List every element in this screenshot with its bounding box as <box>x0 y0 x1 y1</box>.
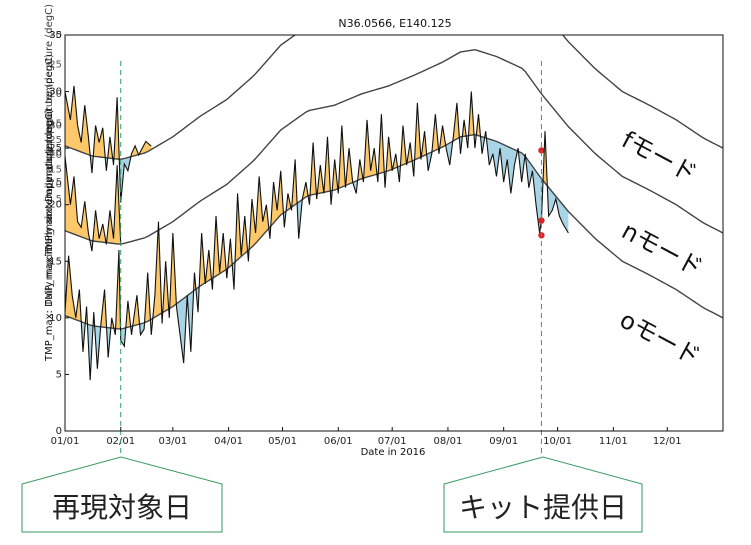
x-tick-label-7: 08/01 <box>434 436 463 447</box>
y-tick-label-7: 35 <box>49 30 62 41</box>
chart-title: N36.0566, E140.125 <box>338 17 451 30</box>
series-0-marker <box>538 147 545 154</box>
series-0-climatology-line <box>65 35 723 160</box>
series-2 <box>65 91 723 381</box>
ghost-y-tick-4: 25 <box>49 59 62 70</box>
ghost-y-tick-11: 30 <box>49 121 62 132</box>
x-tick-label-6: 07/01 <box>378 436 407 447</box>
callout-reproduction-day-box <box>21 456 223 533</box>
ghost-y-tick-0: 5 <box>56 177 62 188</box>
y-tick-label-0: 0 <box>56 426 62 437</box>
callout-reproduction-day: 再現対象日 <box>21 456 223 533</box>
series-1 <box>65 48 723 252</box>
series-2-marker <box>538 217 545 224</box>
mode-label-n-text: nモード <box>617 217 707 283</box>
x-tick-label-2: 03/01 <box>158 436 187 447</box>
y-axis-label-overlap-2: TMP_max: Daily maximum air temperature (… <box>44 4 55 257</box>
ghost-y-tick-5: 30 <box>49 30 62 41</box>
y-tick-label-1: 5 <box>56 369 62 380</box>
plot-frame <box>64 34 724 432</box>
ghost-y-tick-1: 10 <box>49 148 62 159</box>
mode-label-f-text: fモード <box>617 126 701 188</box>
x-tick-label-0: 01/01 <box>51 436 80 447</box>
mode-label-o-text: oモード <box>615 306 705 371</box>
y-axis-label-overlap-1: TMP_max: Daily maximum air temperature (… <box>44 54 55 307</box>
y-tick-label-5: 25 <box>49 143 62 154</box>
callout-kit-day-label: キット提供日 <box>459 491 627 524</box>
ghost-y-tick-3: 20 <box>49 89 62 100</box>
ghost-y-tick-6: 5 <box>56 194 62 205</box>
x-tick-label-4: 05/01 <box>268 436 297 447</box>
x-axis: 01/01 02/01 03/01 04/01 05/01 06/01 07/01 08/01… <box>51 427 682 447</box>
x-tick-label-9: 10/01 <box>543 436 572 447</box>
ghost-y-tick-10: 25 <box>49 135 62 146</box>
callout-kit-day: キット提供日 <box>443 456 643 533</box>
series-2-climatology-line <box>65 133 723 330</box>
ghost-y-tick-2: 15 <box>49 118 62 129</box>
series-1-warm-anomaly <box>65 156 121 245</box>
y-tick-label-3: 15 <box>49 256 62 267</box>
y-axis-label: TMP_max: Daily maximum air temperature (… <box>44 109 55 362</box>
y-tick-label-2: 10 <box>49 313 62 324</box>
callout-reproduction-day-label: 再現対象日 <box>52 491 192 524</box>
y-axis-label-group: TMP_max: Daily maximum air temperature (… <box>44 4 55 362</box>
callout-kit-day-box <box>443 456 643 533</box>
plot-area <box>65 35 723 381</box>
series-2-cool-anomaly <box>81 131 569 381</box>
x-tick-label-11: 12/01 <box>653 436 682 447</box>
x-tick-label-10: 11/01 <box>599 436 628 447</box>
mode-label-f: fモード <box>617 126 701 188</box>
series-0-observed-line <box>65 85 152 203</box>
mode-label-n: nモード <box>617 217 707 283</box>
y-tick-label-6: 30 <box>49 87 62 98</box>
y-tick-label-4: 20 <box>49 200 62 211</box>
mode-label-o: oモード <box>615 306 705 371</box>
series-1-climatology-line <box>65 48 723 245</box>
x-axis-label: Date in 2016 <box>361 447 426 458</box>
series-2-observed-line <box>65 91 569 381</box>
ghost-y-tick-9: 20 <box>49 150 62 161</box>
x-tick-label-3: 04/01 <box>214 436 243 447</box>
x-tick-label-8: 09/01 <box>489 436 518 447</box>
ghost-y-tick-7: 10 <box>49 179 62 190</box>
ghost-y-tick-8: 15 <box>49 165 62 176</box>
series-0-warm-anomaly <box>65 85 152 166</box>
series-1-observed-line <box>65 156 122 252</box>
x-tick-label-5: 06/01 <box>324 436 353 447</box>
series-0 <box>65 35 723 203</box>
